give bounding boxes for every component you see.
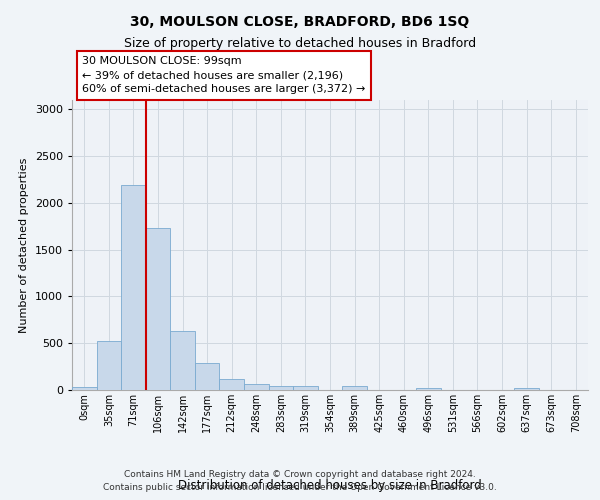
Bar [146,228,170,390]
Bar [121,185,146,390]
Text: Contains HM Land Registry data © Crown copyright and database right 2024.
Contai: Contains HM Land Registry data © Crown c… [103,470,497,492]
Bar [97,342,121,390]
Bar [72,387,97,390]
Bar [342,386,367,390]
Text: 30, MOULSON CLOSE, BRADFORD, BD6 1SQ: 30, MOULSON CLOSE, BRADFORD, BD6 1SQ [130,15,470,29]
Bar [269,386,293,390]
Bar [195,363,220,390]
Bar [293,386,318,390]
Bar [244,384,269,390]
Bar [170,331,195,390]
Y-axis label: Number of detached properties: Number of detached properties [19,158,29,332]
Bar [514,388,539,390]
Bar [416,388,440,390]
X-axis label: Distribution of detached houses by size in Bradford: Distribution of detached houses by size … [178,480,482,492]
Text: Size of property relative to detached houses in Bradford: Size of property relative to detached ho… [124,38,476,51]
Bar [220,379,244,390]
Text: 30 MOULSON CLOSE: 99sqm
← 39% of detached houses are smaller (2,196)
60% of semi: 30 MOULSON CLOSE: 99sqm ← 39% of detache… [82,56,365,94]
